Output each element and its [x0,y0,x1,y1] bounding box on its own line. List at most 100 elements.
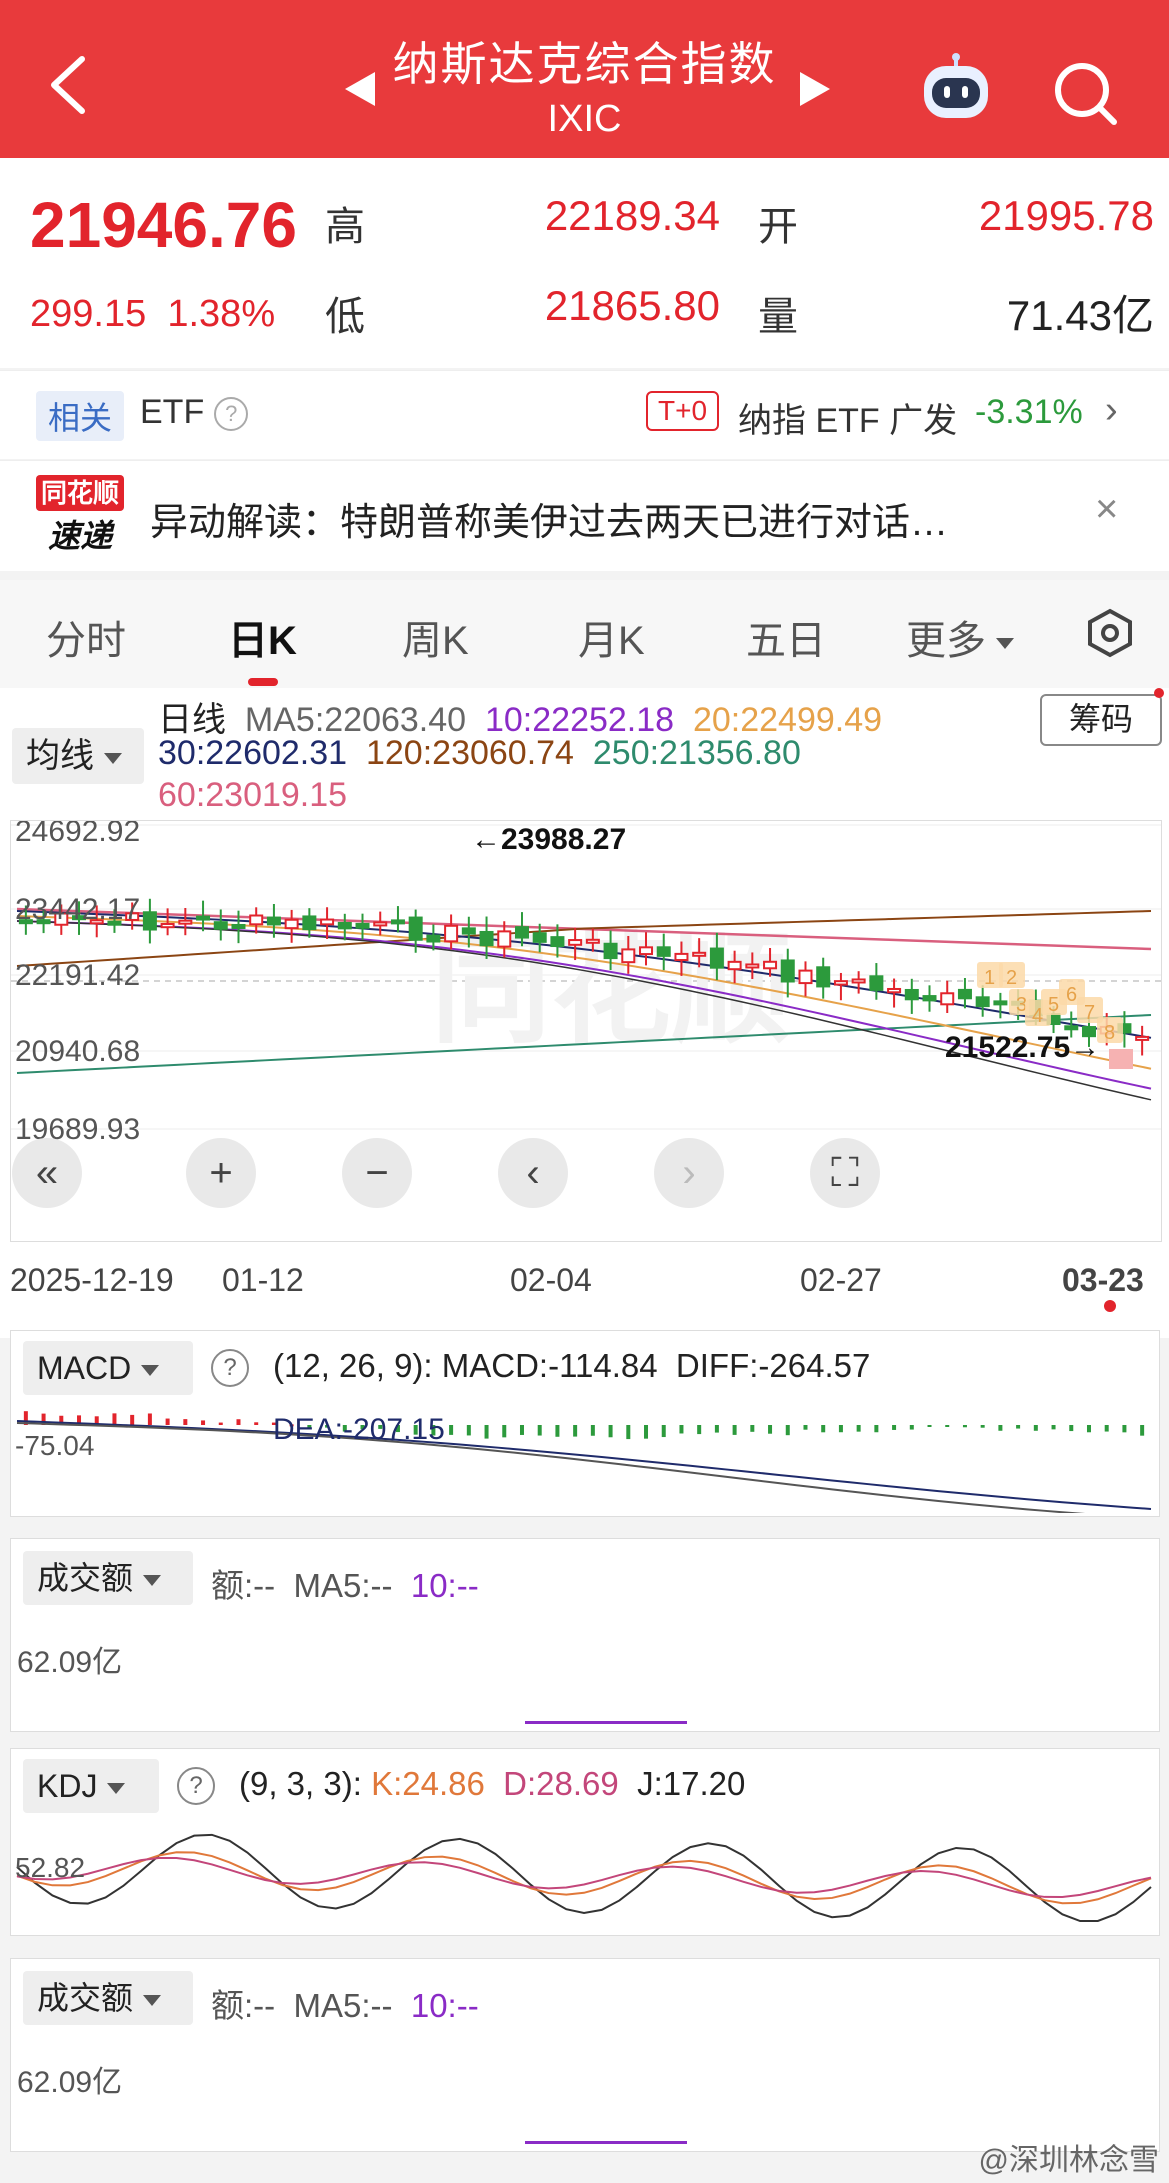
tab-more-label: 更多 [906,619,986,663]
candle-body [408,916,423,941]
tab-five-day[interactable]: 五日 [746,619,826,663]
tab-weekly-k[interactable]: 周K [402,619,469,663]
kdj-line [16,1833,1152,1923]
macd-chart[interactable]: -75.04 DEA:-207.15 [11,1403,1157,1513]
macd-bar [289,1424,294,1427]
current-date-dot [1104,1300,1116,1312]
chevron-down-icon [104,752,122,764]
chevron-right-icon[interactable]: › [1105,389,1118,431]
candle-body [532,932,547,943]
candle-body [142,911,157,931]
help-icon[interactable]: ? [214,397,249,432]
weibo-watermark: @深圳林念雪 [978,2144,1159,2177]
close-icon[interactable]: × [1095,487,1119,531]
logo-top-text: 同花顺 [36,475,124,511]
macd-bar [962,1425,967,1428]
macd-bar [94,1416,99,1425]
macd-bar [484,1425,489,1439]
settings-hexagon-icon[interactable] [1085,608,1135,658]
date-label: 01-12 [222,1262,304,1298]
tab-more[interactable]: 更多 [906,608,1014,666]
ma30-value: 30:22602.31 [158,734,348,772]
etf-name[interactable]: 纳指 ETF 广发 [738,402,958,440]
fullscreen-button[interactable]: ⛶ [810,1138,880,1208]
news-headline[interactable]: 异动解读：特朗普称美伊过去两天已进行对话… [150,502,949,544]
zoom-out-fast-button[interactable]: « [12,1138,82,1208]
macd-bar [395,1425,400,1433]
candle-body [461,927,476,935]
signal-marker [977,962,1003,988]
macd-bar [307,1425,312,1429]
macd-bar [342,1425,347,1432]
ma-type-dropdown[interactable]: 均线 [12,728,144,784]
macd-bar [147,1413,152,1425]
candle-body [497,930,512,948]
search-icon[interactable] [1052,60,1118,126]
candle-body [692,951,707,957]
moving-average-lines [16,907,1152,1101]
candle-body [1135,1035,1150,1041]
related-etf-row[interactable]: 相关 ETF? T+0 纳指 ETF 广发 -3.31% › [0,370,1169,459]
zoom-in-button[interactable]: + [186,1138,256,1208]
macd-bar [413,1425,418,1435]
scroll-left-button[interactable]: ‹ [498,1138,568,1208]
candle-body [727,960,742,971]
candlestick-chart[interactable]: 同花顺 24692.92 23442.17 22191.42 20940.68 … [10,820,1162,1242]
tab-monthly-k[interactable]: 月K [578,619,645,663]
macd-bar [945,1425,950,1427]
candle-body [18,919,33,925]
change-value: 299.15 [30,293,147,335]
date-label: 02-27 [800,1262,882,1298]
candle-body [337,921,352,930]
candle-body [639,946,654,956]
scroll-right-button[interactable]: › [654,1138,724,1208]
candle-body [603,942,618,960]
amount-ma5-value: MA5:-- [293,1567,393,1604]
macd-bar [838,1425,843,1433]
signal-markers: 1 2 3 4 5 678 [977,962,1133,1069]
next-index-icon[interactable] [800,72,830,106]
macd-bar [1086,1425,1091,1433]
prev-index-icon[interactable] [345,72,375,106]
macd-bar [1069,1425,1074,1432]
turnover-dropdown-2[interactable]: 成交额 [23,1971,193,2025]
ma60-value: 60:23019.15 [158,776,348,814]
macd-bar [236,1419,241,1425]
signal-marker-number: 8 [1104,1022,1115,1044]
macd-dropdown[interactable]: MACD [23,1341,193,1395]
kdj-dropdown[interactable]: KDJ [23,1759,159,1813]
price-axis-label: 23442.17 [15,893,140,926]
candle-body [993,1000,1008,1006]
zoom-out-button[interactable]: − [342,1138,412,1208]
ma-legend-line-3: 60:23019.15 [158,776,347,815]
kdj-chart[interactable]: 52.82 [11,1817,1157,1933]
tab-daily-k[interactable]: 日K [228,619,297,663]
candle-body [869,975,884,991]
candle-body [940,992,955,1006]
macd-bar [201,1420,206,1425]
period-tabs: 分时 日K 周K 月K 五日 更多 [0,580,1169,688]
open-label: 开 [758,205,798,249]
chevron-down-icon [143,1575,162,1587]
header-bar: 纳斯达克综合指数 IXIC [0,0,1169,158]
j-value: J:17.20 [637,1765,746,1802]
candle-body [904,988,919,1001]
help-icon[interactable]: ? [177,1767,215,1805]
macd-bar [519,1425,524,1435]
candle-body [656,946,671,957]
chip-distribution-button[interactable]: 筹码 [1040,694,1162,746]
macd-bar [466,1425,471,1436]
candle-body [816,966,831,988]
robot-assistant-icon[interactable] [918,52,994,124]
turnover-dropdown[interactable]: 成交额 [23,1551,193,1605]
news-banner[interactable]: 同花顺 速递 异动解读：特朗普称美伊过去两天已进行对话… × [0,460,1169,571]
candle-body [178,919,193,925]
tab-intraday[interactable]: 分时 [46,619,126,663]
amount-ma10-value: 10:-- [410,1567,479,1604]
etf-label: ETF? [140,393,249,432]
chevron-down-icon [107,1783,126,1795]
macd-bar [165,1418,170,1425]
back-arrow-icon[interactable] [48,55,88,115]
help-icon[interactable]: ? [211,1349,249,1387]
macd-bar [23,1411,28,1425]
